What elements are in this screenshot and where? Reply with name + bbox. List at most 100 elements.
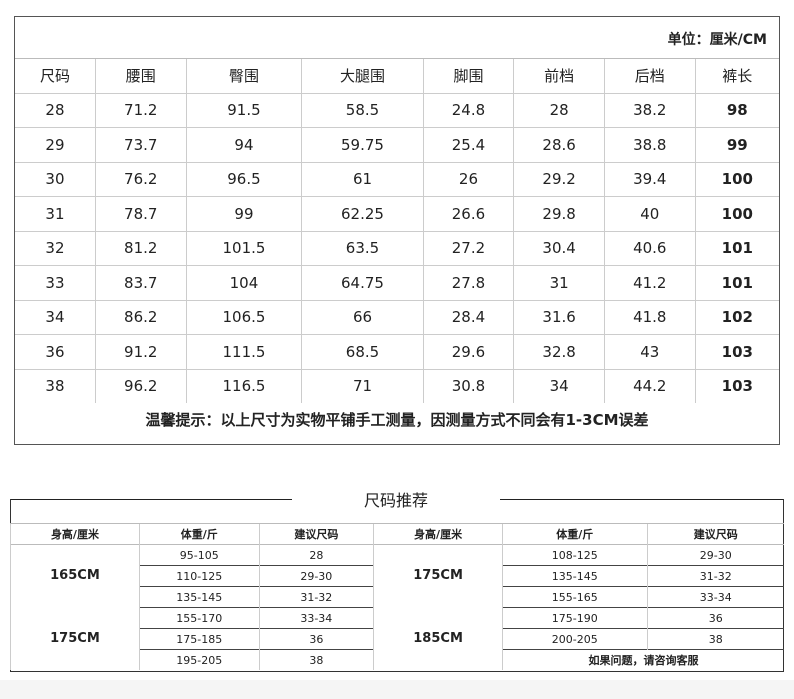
recommend-table: 身高/厘米 体重/斤 建议尺码 身高/厘米 体重/斤 建议尺码 165CM 95-105 28 1… — [10, 523, 784, 670]
recommend-title: 尺码推荐 — [363, 491, 428, 510]
table-cell: 78.7 — [94, 196, 187, 231]
table-cell: 110-125 — [138, 565, 260, 587]
table-cell: 175-190 — [502, 607, 648, 629]
table-cell: 31.6 — [513, 299, 605, 335]
table-cell: 29-30 — [258, 565, 374, 587]
table-cell: 111.5 — [185, 334, 302, 369]
table-cell: 29-30 — [646, 544, 784, 566]
column-header: 尺码 — [15, 58, 96, 93]
column-header: 腰围 — [94, 58, 187, 93]
table-cell: 101 — [694, 265, 779, 300]
table-cell: 31 — [513, 265, 605, 300]
table-cell: 28 — [513, 92, 605, 128]
table-cell: 103 — [694, 368, 779, 403]
column-header: 臀围 — [185, 58, 302, 93]
table-cell: 38.2 — [603, 92, 696, 128]
table-cell: 40.6 — [603, 230, 696, 266]
table-row: 30 76.2 96.5 61 26 29.2 39.4 100 — [15, 161, 779, 197]
table-row: 38 96.2 116.5 71 30.8 34 44.2 103 — [15, 368, 779, 403]
table-cell: 31 — [15, 196, 96, 231]
size-table: 尺码 腰围 臀围 大腿围 脚围 前档 后档 裤长 28 71.2 91.5 58.5 24.8 28 38.… — [15, 58, 779, 403]
table-cell: 96.2 — [94, 368, 187, 403]
table-cell: 91.5 — [185, 92, 302, 128]
divider — [10, 499, 292, 500]
table-cell: 62.25 — [301, 196, 424, 231]
column-header: 身高/厘米 — [10, 523, 140, 545]
table-cell: 135-145 — [138, 586, 260, 608]
table-cell: 34 — [513, 368, 605, 403]
table-cell: 200-205 — [502, 628, 648, 650]
table-cell: 26 — [422, 161, 514, 197]
table-row: 195-205 38 如果问题，请咨询客服 — [11, 649, 784, 670]
table-cell: 24.8 — [422, 92, 514, 128]
table-row: 32 81.2 101.5 63.5 27.2 30.4 40.6 101 — [15, 230, 779, 266]
table-cell: 33-34 — [258, 607, 374, 629]
footer-band — [0, 680, 794, 699]
table-cell: 103 — [694, 334, 779, 369]
header-row: 尺码 腰围 臀围 大腿围 脚围 前档 后档 裤长 — [15, 58, 779, 93]
table-cell: 71.2 — [94, 92, 187, 128]
column-header: 建议尺码 — [258, 523, 374, 545]
table-row: 29 73.7 94 59.75 25.4 28.6 38.8 99 — [15, 127, 779, 162]
column-header: 建议尺码 — [646, 523, 784, 545]
table-cell: 61 — [301, 161, 424, 197]
table-row: 110-125 29-30 135-145 31-32 — [11, 565, 784, 587]
table-cell: 155-170 — [138, 607, 260, 629]
table-cell: 41.8 — [603, 299, 696, 335]
divider — [500, 499, 784, 500]
table-cell: 30 — [15, 161, 96, 197]
table-row: 135-145 31-32 155-165 33-34 — [11, 586, 784, 608]
table-cell: 71 — [301, 368, 424, 403]
table-cell: 68.5 — [301, 334, 424, 369]
table-cell: 28 — [15, 92, 96, 128]
table-cell: 83.7 — [94, 265, 187, 300]
table-cell: 99 — [185, 196, 302, 231]
table-cell: 29 — [15, 127, 96, 162]
table-cell: 38.8 — [603, 127, 696, 162]
column-header: 大腿围 — [301, 58, 424, 93]
table-cell: 34 — [15, 299, 96, 335]
table-cell: 99 — [694, 127, 779, 162]
table-cell: 175-185 — [138, 628, 260, 650]
table-cell: 76.2 — [94, 161, 187, 197]
table-cell: 39.4 — [603, 161, 696, 197]
table-cell: 38 — [258, 649, 374, 670]
size-chart: 单位：厘米/CM 尺码 腰围 臀围 大腿围 脚围 前档 后档 裤长 28 71.2 91.5 58.5… — [14, 16, 780, 445]
table-row: 175CM 155-170 33-34 185CM 175-190 36 — [10, 607, 784, 670]
table-cell: 58.5 — [301, 92, 424, 128]
height-cell: 185CM — [373, 607, 503, 670]
table-cell: 28.6 — [513, 127, 605, 162]
column-header: 后档 — [603, 58, 696, 93]
table-cell: 27.2 — [422, 230, 514, 266]
table-cell: 38 — [15, 368, 96, 403]
table-cell: 101.5 — [185, 230, 302, 266]
height-cell: 175CM — [373, 544, 503, 608]
table-cell: 25.4 — [422, 127, 514, 162]
table-cell: 30.4 — [513, 230, 605, 266]
table-row: 165CM 95-105 28 175CM 108-125 29-30 — [10, 544, 784, 608]
table-cell: 28 — [258, 544, 374, 566]
column-header: 脚围 — [422, 58, 514, 93]
table-cell: 98 — [694, 92, 779, 128]
table-row: 33 83.7 104 64.75 27.8 31 41.2 101 — [15, 265, 779, 300]
table-cell: 106.5 — [185, 299, 302, 335]
table-cell: 95-105 — [138, 544, 260, 566]
column-header: 体重/斤 — [138, 523, 260, 545]
table-cell: 195-205 — [138, 649, 260, 670]
table-cell: 31-32 — [258, 586, 374, 608]
table-cell: 27.8 — [422, 265, 514, 300]
unit-label: 单位：厘米/CM — [667, 32, 767, 48]
table-cell: 44.2 — [603, 368, 696, 403]
table-cell: 36 — [258, 628, 374, 650]
recommend-chart: 身高/厘米 体重/斤 建议尺码 身高/厘米 体重/斤 建议尺码 165CM 95-105 28 1… — [10, 499, 784, 672]
table-cell: 59.75 — [301, 127, 424, 162]
column-header: 体重/斤 — [502, 523, 648, 545]
table-cell: 64.75 — [301, 265, 424, 300]
table-cell: 94 — [185, 127, 302, 162]
table-cell: 36 — [15, 334, 96, 369]
table-cell: 73.7 — [94, 127, 187, 162]
table-cell: 36 — [646, 607, 784, 629]
table-cell: 81.2 — [94, 230, 187, 266]
table-cell: 31-32 — [646, 565, 784, 587]
table-cell: 63.5 — [301, 230, 424, 266]
